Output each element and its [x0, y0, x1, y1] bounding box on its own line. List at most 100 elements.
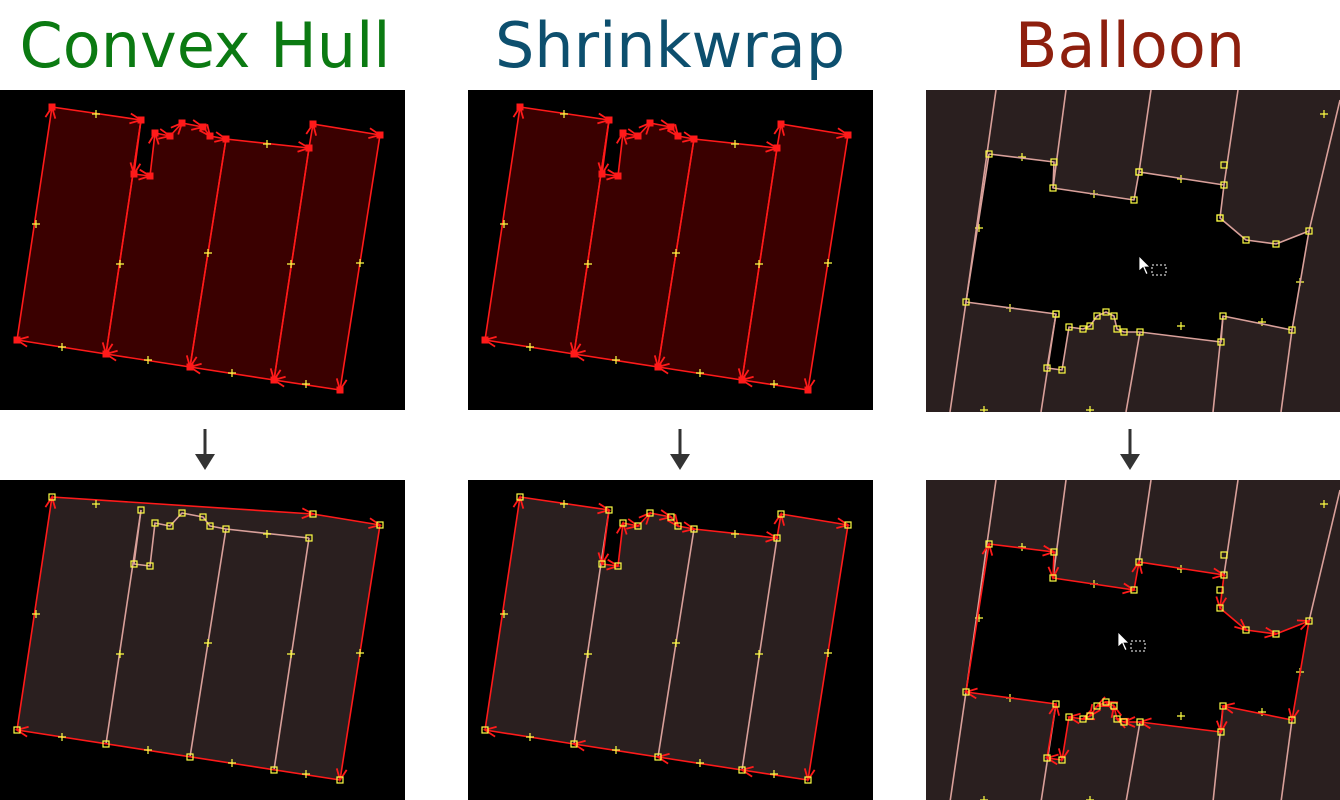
selected-edge — [1113, 705, 1118, 720]
vertex-marker — [1093, 702, 1101, 710]
vertex-marker — [614, 562, 622, 570]
vertex-marker — [305, 534, 313, 542]
selected-edge — [780, 123, 849, 136]
selected-vertex — [336, 386, 344, 394]
title-shrinkwrap: Shrinkwrap — [494, 9, 846, 82]
selected-edge — [1219, 574, 1225, 609]
vertex-marker — [1058, 366, 1066, 374]
selected-edge — [1133, 561, 1140, 591]
vertex-marker — [1216, 604, 1224, 612]
vertex-marker — [309, 510, 317, 518]
vertex-marker — [48, 493, 56, 501]
vertex-marker — [376, 521, 384, 529]
vertex-marker — [1220, 571, 1228, 579]
selected-vertex — [516, 103, 524, 111]
down-arrow-icon — [670, 429, 690, 470]
vertex-marker — [1110, 702, 1118, 710]
vertex-marker — [1272, 630, 1280, 638]
edge-direction-arrow — [44, 494, 57, 509]
edge-midpoint-marker — [584, 260, 592, 268]
vertex-marker — [1120, 718, 1128, 726]
selected-vertex — [13, 336, 21, 344]
vertex-marker — [804, 776, 812, 784]
edge-midpoint-marker — [612, 746, 620, 754]
vertex-marker — [1043, 754, 1051, 762]
edge-direction-arrow — [512, 494, 525, 509]
selected-edge — [16, 729, 341, 781]
edge-midpoint-marker — [696, 369, 704, 377]
edge-midpoint-marker — [1086, 796, 1094, 800]
selected-edge — [312, 513, 381, 526]
vertex-marker — [1050, 548, 1058, 556]
edge-midpoint-marker — [612, 356, 620, 364]
vertex-marker — [1220, 161, 1228, 169]
edge-midpoint-marker — [356, 649, 364, 657]
edge-midpoint-marker — [500, 220, 508, 228]
edge-midpoint-marker — [770, 380, 778, 388]
title-convex-hull: Convex Hull — [19, 9, 391, 82]
vertex-marker — [1305, 617, 1313, 625]
vertex-marker — [270, 766, 278, 774]
selected-edge — [965, 691, 1057, 705]
edge-midpoint-marker — [696, 759, 704, 767]
vertex-marker — [1242, 626, 1250, 634]
vertex-marker — [619, 519, 627, 527]
region-edge — [1223, 90, 1239, 186]
selected-edge — [1052, 577, 1135, 591]
mouse-cursor-icon — [1117, 631, 1130, 652]
region-edge — [1138, 90, 1152, 173]
vertex-marker — [773, 534, 781, 542]
edge-midpoint-marker — [32, 610, 40, 618]
selected-vertex — [130, 170, 138, 178]
edge-midpoint-marker — [1177, 712, 1185, 720]
vertex-marker — [1130, 196, 1138, 204]
edge-midpoint-marker — [228, 369, 236, 377]
selected-edge — [1052, 551, 1055, 579]
selected-edge — [1220, 705, 1224, 733]
vertex-marker — [1079, 325, 1087, 333]
vertex-marker — [1086, 322, 1094, 330]
edge-direction-arrow — [981, 541, 994, 556]
region-edge — [949, 691, 967, 800]
selected-edge — [308, 123, 314, 149]
selected-edge — [1219, 607, 1247, 631]
vertex-marker — [570, 740, 578, 748]
selected-edge — [273, 379, 341, 391]
vertex-marker — [1052, 700, 1060, 708]
selected-edge — [133, 119, 142, 175]
edge-midpoint-marker — [980, 406, 988, 412]
down-arrow-icon — [1120, 429, 1140, 470]
selected-edge — [617, 522, 624, 567]
edge-midpoint-marker — [672, 639, 680, 647]
vertex-marker — [1216, 214, 1224, 222]
vertex-marker — [102, 740, 110, 748]
convex-hull-region — [17, 497, 380, 780]
region-edge — [965, 153, 1310, 371]
vertex-marker — [137, 506, 145, 514]
region-edge — [1138, 480, 1152, 563]
region-edge — [1223, 480, 1239, 576]
selected-edge — [776, 123, 782, 149]
region-edge — [1052, 480, 1067, 579]
edge-midpoint-marker — [526, 733, 534, 741]
selected-edge — [776, 513, 782, 539]
selected-edge — [149, 132, 156, 177]
selected-region — [17, 107, 380, 390]
vertex-marker — [1288, 326, 1296, 334]
edge-midpoint-marker — [228, 759, 236, 767]
region-edge — [1280, 329, 1293, 412]
selected-vertex — [222, 135, 230, 143]
edge-midpoint-marker — [263, 530, 271, 538]
vertex-marker — [1113, 715, 1121, 723]
vertex-marker — [738, 766, 746, 774]
selected-edge — [741, 769, 809, 781]
selected-edge — [617, 132, 624, 177]
selected-edge — [1291, 620, 1310, 721]
region-edge — [1125, 721, 1141, 800]
edge-midpoint-marker — [755, 650, 763, 658]
edge-midpoint-marker — [1320, 110, 1328, 118]
vertex-marker — [1272, 240, 1280, 248]
edge-midpoint-marker — [824, 259, 832, 267]
selected-vertex — [654, 363, 662, 371]
shrinkwrap-region — [485, 497, 848, 780]
